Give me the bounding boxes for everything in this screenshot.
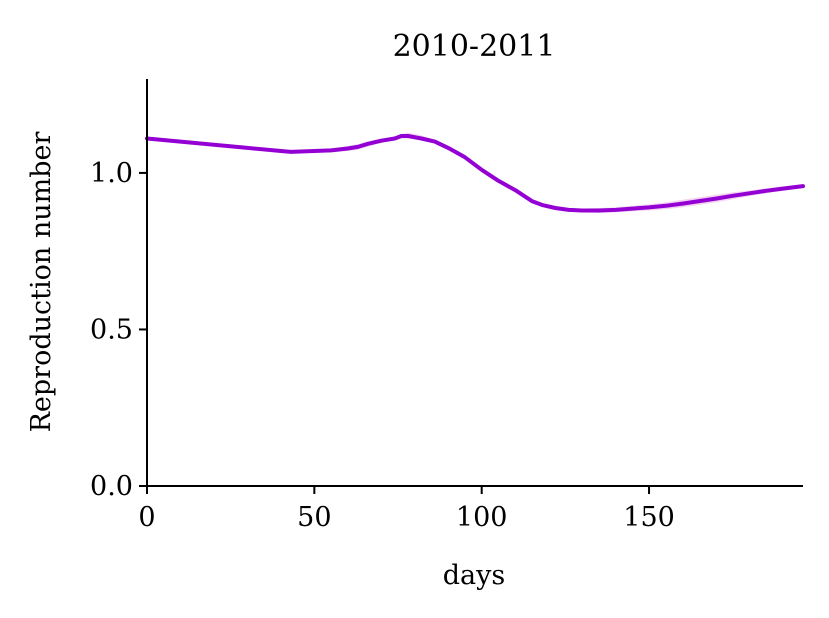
series-0-line xyxy=(145,134,805,213)
y-axis-label: Reproduction number xyxy=(26,132,57,433)
x-tick-label: 150 xyxy=(623,502,675,533)
x-axis-label: days xyxy=(443,560,506,591)
x-tick-label: 50 xyxy=(297,502,331,533)
y-tick-label: 0.5 xyxy=(90,314,133,345)
y-tick-label: 0.0 xyxy=(90,471,133,502)
x-tick-label: 0 xyxy=(138,502,155,533)
plot-area xyxy=(145,132,805,213)
y-tick-label: 1.0 xyxy=(90,158,133,189)
x-tick-label: 100 xyxy=(456,502,508,533)
axes: 0 50 100 150 0.0 0.5 1.0 xyxy=(90,79,803,533)
chart-title: 2010-2011 xyxy=(393,29,556,64)
